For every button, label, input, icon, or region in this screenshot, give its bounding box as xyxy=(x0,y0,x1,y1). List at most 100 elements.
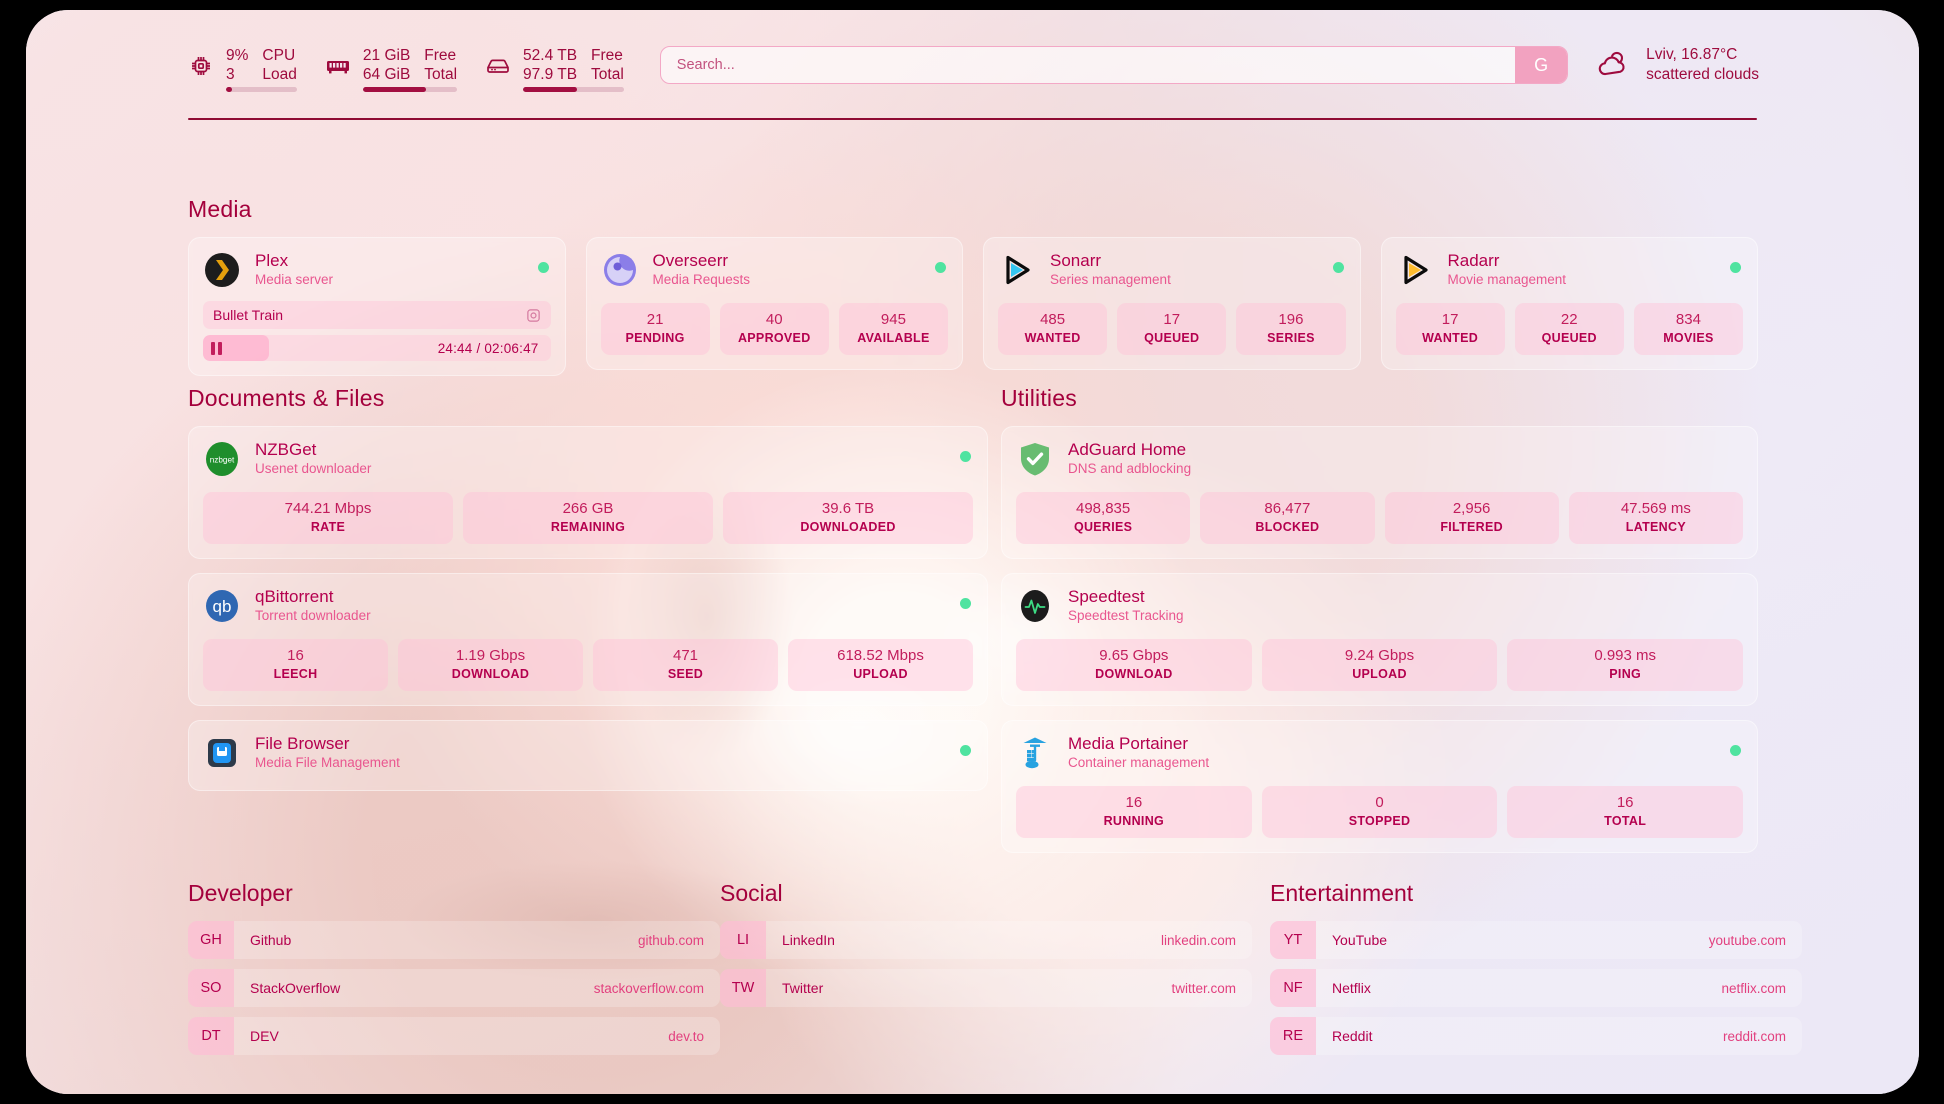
stat-label: REMAINING xyxy=(550,520,626,534)
stat-label: QUEUED xyxy=(1144,331,1200,345)
bookmark-url: github.com xyxy=(637,932,704,948)
now-playing-time: 24:44 / 02:06:47 xyxy=(437,340,539,356)
search-submit-button[interactable]: G xyxy=(1515,47,1568,83)
bookmark-name: Github xyxy=(250,932,292,948)
bookmark-name: YouTube xyxy=(1332,932,1388,948)
bookmark-item[interactable]: TW Twitter twitter.com xyxy=(720,969,1252,1007)
ram-icon xyxy=(323,49,353,83)
overseerr-sub: Media Requests xyxy=(652,272,751,287)
speedtest-stats: 9.65 Gbps DOWNLOAD 9.24 Gbps UPLOAD 0.99… xyxy=(1016,639,1744,691)
stat-value: 266 GB xyxy=(562,500,614,517)
pause-icon[interactable] xyxy=(211,341,222,355)
overseerr-stats: 21 PENDING 40 APPROVED 945 AVAILABLE xyxy=(600,303,949,355)
search-bar: G xyxy=(659,46,1569,84)
ram-stat: 21 GiB 64 GiB Free Total xyxy=(323,46,458,92)
stat-value: 16 xyxy=(1616,794,1634,811)
ram-labels: Free Total xyxy=(424,46,457,84)
disk-icon xyxy=(483,49,513,83)
now-playing-progress[interactable]: 24:44 / 02:06:47 xyxy=(203,335,551,361)
service-card-speedtest[interactable]: Speedtest Speedtest Tracking 9.65 Gbps D… xyxy=(1001,573,1758,706)
bookmark-name: StackOverflow xyxy=(250,980,341,996)
ram-free: 21 GiB xyxy=(362,47,411,64)
service-card-qbittorrent[interactable]: qb qBittorrent Torrent downloader 16 LEE… xyxy=(188,573,988,706)
bookmark-item[interactable]: RE Reddit reddit.com xyxy=(1270,1017,1802,1055)
qbittorrent-name: qBittorrent xyxy=(255,587,334,606)
bookmark-item[interactable]: YT YouTube youtube.com xyxy=(1270,921,1802,959)
service-card-sonarr[interactable]: Sonarr Series management 485 WANTED 17 Q… xyxy=(983,237,1361,370)
stat-label: STOPPED xyxy=(1348,814,1411,828)
bookmark-item[interactable]: NF Netflix netflix.com xyxy=(1270,969,1802,1007)
sonarr-stats: 485 WANTED 17 QUEUED 196 SERIES xyxy=(998,303,1346,355)
nzbget-stats: 744.21 Mbps RATE 266 GB REMAINING 39.6 T… xyxy=(203,492,973,544)
bookmark-url: youtube.com xyxy=(1708,932,1786,948)
service-card-plex[interactable]: Plex Media server Bullet Train xyxy=(188,237,566,376)
sonarr-sub: Series management xyxy=(1050,272,1171,287)
stat-tile: 9.24 Gbps UPLOAD xyxy=(1261,639,1498,691)
svg-text:nzbget: nzbget xyxy=(210,455,235,464)
radarr-name: Radarr xyxy=(1447,251,1500,270)
service-card-adguard[interactable]: AdGuard Home DNS and adblocking 498,835 … xyxy=(1001,426,1758,559)
stat-value: 16 xyxy=(287,647,304,664)
cloud-icon xyxy=(1594,50,1632,80)
service-card-nzbget[interactable]: nzbget NZBGet Usenet downloader 744.21 M… xyxy=(188,426,988,559)
ram-progress-bar xyxy=(362,87,458,92)
adguard-sub: DNS and adblocking xyxy=(1068,461,1192,476)
bookmark-group-social: Social LI LinkedIn linkedin.com TW Twitt… xyxy=(720,880,1252,1017)
status-dot-online xyxy=(1730,262,1741,273)
bookmark-abbr: RE xyxy=(1270,1017,1316,1055)
cpu-count: 3 xyxy=(226,66,235,83)
stat-value: 22 xyxy=(1560,311,1578,328)
cpu-values: 9% 3 xyxy=(226,46,248,84)
stat-value: 485 xyxy=(1040,311,1066,328)
status-dot-online xyxy=(935,262,946,273)
plex-name: Plex xyxy=(255,251,289,270)
bookmark-abbr: NF xyxy=(1270,969,1316,1007)
radarr-sub: Movie management xyxy=(1447,272,1567,287)
stat-tile: 618.52 Mbps UPLOAD xyxy=(788,639,973,691)
filebrowser-sub: Media File Management xyxy=(255,755,400,770)
utilities-section: Utilities AdGuard Home DNS and adblockin… xyxy=(1001,385,1758,853)
cpu-labels: CPU Load xyxy=(262,46,296,84)
service-card-overseerr[interactable]: Overseerr Media Requests 21 PENDING 40 A… xyxy=(585,237,963,370)
stat-label: PENDING xyxy=(625,331,685,345)
service-card-portainer[interactable]: Media Portainer Container management 16 … xyxy=(1001,720,1758,853)
bookmark-group-developer: Developer GH Github github.com SO StackO… xyxy=(188,880,720,1065)
stat-tile: 16 TOTAL xyxy=(1507,786,1744,838)
stat-value: 618.52 Mbps xyxy=(837,647,924,664)
stat-value: 17 xyxy=(1441,311,1459,328)
stat-tile: 0 STOPPED xyxy=(1261,786,1498,838)
stat-value: 1.19 Gbps xyxy=(455,647,526,664)
stat-value: 744.21 Mbps xyxy=(284,500,372,517)
bookmark-abbr: SO xyxy=(188,969,234,1007)
weather-widget[interactable]: Lviv, 16.87°C scattered clouds xyxy=(1594,45,1759,85)
stat-label: WANTED xyxy=(1422,331,1479,345)
bookmark-name: DEV xyxy=(250,1028,279,1044)
ram-label-1: Free xyxy=(424,47,457,64)
bookmark-group-title: Developer xyxy=(188,880,293,906)
service-card-radarr[interactable]: Radarr Movie management 17 WANTED 22 QUE… xyxy=(1380,237,1758,370)
stat-tile: 2,956 FILTERED xyxy=(1384,492,1559,544)
status-dot-online xyxy=(960,745,971,756)
bookmark-item[interactable]: LI LinkedIn linkedin.com xyxy=(720,921,1252,959)
bookmark-item[interactable]: SO StackOverflow stackoverflow.com xyxy=(188,969,720,1007)
stat-label: AVAILABLE xyxy=(857,331,930,345)
cpu-progress-bar xyxy=(226,87,297,92)
media-section: Media Plex Media server xyxy=(188,196,1758,376)
stat-value: 196 xyxy=(1278,311,1304,328)
stat-label: WANTED xyxy=(1024,331,1081,345)
stat-label: BLOCKED xyxy=(1255,520,1320,534)
bookmark-abbr: LI xyxy=(720,921,766,959)
stat-tile: 485 WANTED xyxy=(998,303,1108,355)
service-card-filebrowser[interactable]: File Browser Media File Management xyxy=(188,720,988,791)
cast-icon[interactable] xyxy=(526,308,541,323)
search-input[interactable] xyxy=(660,47,1516,83)
now-playing-title: Bullet Train xyxy=(213,307,284,323)
stat-tile: 40 APPROVED xyxy=(719,303,829,355)
bookmark-item[interactable]: DT DEV dev.to xyxy=(188,1017,720,1055)
stat-value: 86,477 xyxy=(1264,500,1311,517)
stat-tile: 17 WANTED xyxy=(1395,303,1505,355)
bookmark-item[interactable]: GH Github github.com xyxy=(188,921,720,959)
sonarr-name: Sonarr xyxy=(1050,251,1102,270)
filebrowser-name: File Browser xyxy=(255,734,350,753)
stat-tile: 834 MOVIES xyxy=(1633,303,1744,355)
